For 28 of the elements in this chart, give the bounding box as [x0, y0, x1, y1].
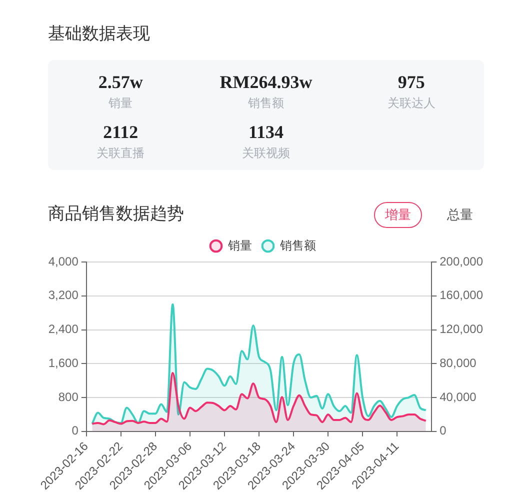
y-tick-label: 800 — [58, 390, 79, 404]
text: 975 — [396, 72, 426, 93]
text: 关联直播 — [96, 145, 146, 162]
text: 基础数据表现 — [48, 23, 151, 45]
y-tick-label: 0 — [72, 424, 79, 438]
y-tick-label: 3,200 — [48, 288, 79, 302]
y-tick-label: 1,600 — [48, 356, 79, 370]
y2-tick-label: 200,000 — [440, 254, 484, 268]
y2-tick-label: 160,000 — [440, 288, 484, 302]
text: 2112 — [102, 122, 140, 143]
text: RM264.93w — [218, 72, 314, 93]
text: 关联视频 — [240, 145, 291, 162]
legend-label: 销量 — [227, 238, 252, 252]
y2-tick-label: 120,000 — [440, 322, 484, 336]
legend-label: 销售额 — [279, 238, 316, 252]
text: 增量 — [374, 202, 422, 228]
y2-tick-label: 40,000 — [440, 390, 477, 404]
text: 销售额 — [246, 95, 285, 112]
text: 2.57w — [97, 72, 144, 93]
y2-tick-label: 80,000 — [440, 356, 477, 370]
text: 关联达人 — [386, 95, 436, 112]
text: 总量 — [446, 206, 474, 224]
text: 1134 — [247, 122, 284, 143]
y-tick-label: 4,000 — [48, 254, 79, 268]
chart-title: 商品销售数据趋势 — [48, 203, 184, 225]
text: 销量 — [108, 95, 134, 112]
y-tick-label: 2,400 — [48, 322, 79, 336]
y2-tick-label: 0 — [440, 424, 447, 438]
